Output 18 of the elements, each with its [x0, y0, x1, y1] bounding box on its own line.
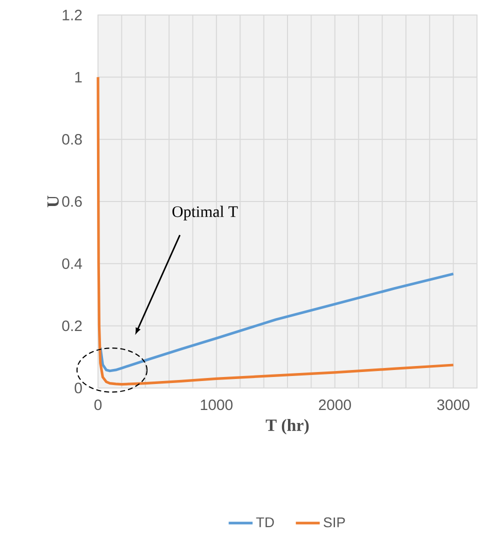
x-tick-label: 3000 — [437, 400, 470, 410]
y-tick-label: 0.2 — [62, 320, 82, 332]
y-tick-label: 1 — [75, 72, 82, 82]
y-tick-label: 0 — [74, 382, 82, 394]
x-tick-label: 2000 — [318, 400, 351, 410]
x-tick-label: 0 — [94, 400, 102, 410]
y-tick-label: 0.8 — [62, 134, 82, 145]
line-series — [96, 76, 455, 386]
line-series — [99, 272, 455, 372]
annotation: Optimal T — [172, 206, 238, 220]
y-tick-label: 1.2 — [62, 10, 82, 20]
y-tick-label: 0.6 — [62, 196, 82, 207]
y-tick-label: 0.4 — [62, 258, 82, 269]
x-tick-label: 1000 — [200, 400, 233, 410]
legend-label: SIP — [324, 517, 345, 528]
y-axis-title: U — [47, 196, 59, 208]
x-axis-title: T (hr) — [266, 419, 309, 434]
legend-label: TD — [256, 517, 274, 528]
